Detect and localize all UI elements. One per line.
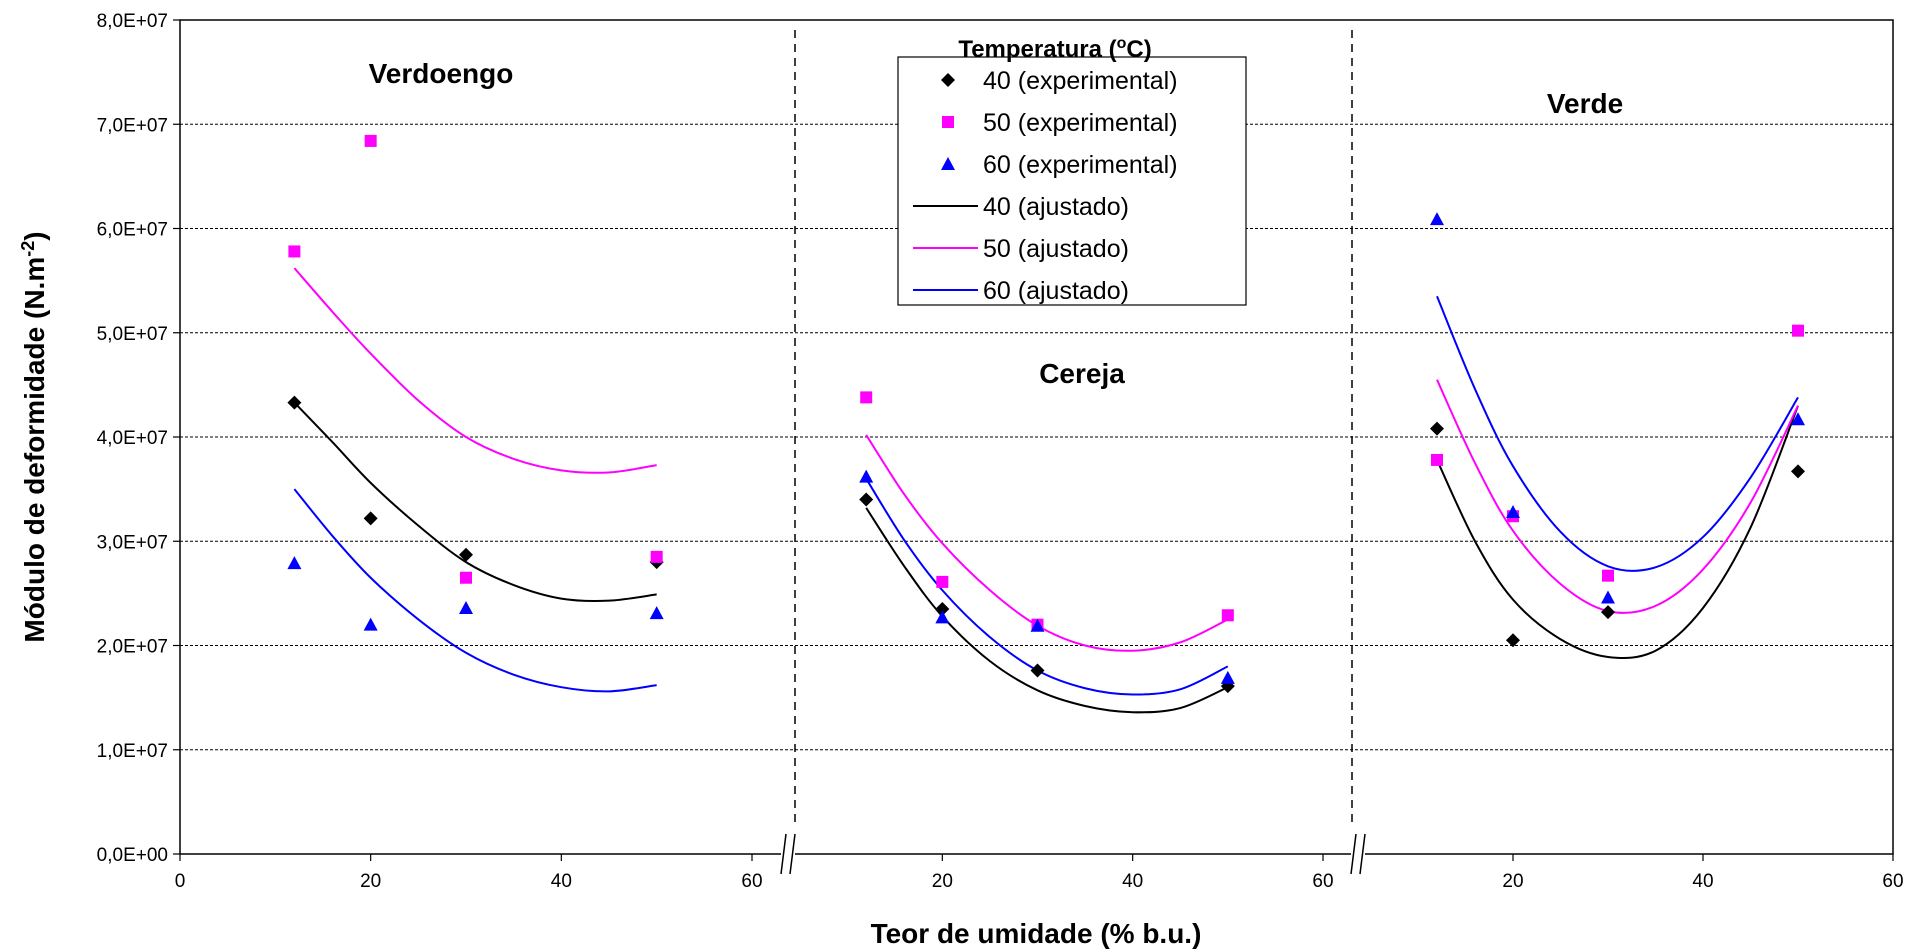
data-point-40	[459, 547, 473, 562]
data-point-40	[1030, 663, 1045, 678]
fitted-line-50	[293, 267, 657, 474]
data-point-50	[860, 391, 873, 404]
data-point-60	[1601, 590, 1615, 604]
legend-entry-label: 40 (experimental)	[983, 67, 1178, 95]
legend-entries: 40 (experimental) 50 (experimental) 60 (ex…	[913, 67, 1178, 305]
x-tick-label: 0	[175, 871, 186, 892]
data-point-50	[1431, 453, 1443, 466]
x-tick-label: 20	[932, 871, 953, 892]
fitted-line-60	[1436, 295, 1799, 572]
data-point-60	[859, 469, 874, 483]
data-point-60	[459, 600, 473, 614]
legend-entry-label: 40 (ajustado)	[983, 193, 1129, 221]
series-layer	[287, 134, 1805, 714]
y-tick-label: 2,0E+07	[97, 637, 168, 658]
y-tick-label: 1,0E+07	[97, 741, 168, 762]
data-point-40	[935, 602, 950, 617]
data-point-40	[287, 395, 302, 410]
data-point-40	[1791, 464, 1805, 479]
panel-labels: Verdoengo Cereja Verde	[369, 58, 1623, 389]
axis-break-mark	[780, 833, 796, 875]
y-tick-label: 0,0E+00	[97, 845, 168, 866]
data-point-50	[650, 550, 663, 563]
fitted-line-40	[1436, 405, 1799, 659]
fitted-line-40	[293, 401, 657, 603]
fitted-line-50	[1436, 379, 1799, 614]
legend-entry-label: 50 (experimental)	[983, 109, 1178, 137]
legend-entry-label: 50 (ajustado)	[983, 235, 1129, 263]
x-axis-title: Teor de umidade (% b.u.)	[871, 918, 1202, 949]
x-tick-label: 60	[741, 871, 762, 892]
data-point-60	[1791, 412, 1805, 426]
panel-cereja	[859, 391, 1235, 714]
data-point-40	[1601, 605, 1615, 620]
data-point-50	[1221, 609, 1234, 622]
legend-marker	[941, 73, 955, 87]
data-point-60	[1506, 505, 1520, 519]
data-point-50	[460, 571, 472, 584]
panel-separators	[780, 30, 1366, 878]
data-point-60	[1220, 670, 1235, 684]
x-tick-label: 40	[551, 871, 572, 892]
data-point-40	[1506, 633, 1520, 648]
panel-label: Verde	[1547, 88, 1623, 119]
data-point-40	[1430, 421, 1444, 436]
y-tick-label: 6,0E+07	[97, 220, 168, 241]
x-axis-ticks: 0 20 40 60 20 40 60 20 40 60	[175, 854, 1904, 892]
y-axis-title: Módulo de deformidade (N.m-2)	[18, 231, 50, 642]
data-point-50	[364, 134, 377, 147]
fitted-line-60	[293, 488, 657, 693]
legend-entry-label: 60 (experimental)	[983, 151, 1178, 179]
data-point-60	[1430, 212, 1444, 226]
y-tick-label: 3,0E+07	[97, 532, 168, 553]
data-point-60	[1030, 618, 1045, 632]
y-axis-ticks: 0,0E+00 1,0E+07 2,0E+07 3,0E+07 4,0E+07 5,0E+…	[97, 11, 180, 866]
data-point-60	[649, 606, 664, 620]
fitted-line-50	[865, 434, 1229, 652]
data-point-50	[936, 575, 949, 588]
legend-title: Temperatura (oC)	[958, 35, 1151, 63]
data-point-40	[859, 492, 874, 507]
data-point-50	[288, 245, 301, 258]
y-tick-label: 8,0E+07	[97, 11, 168, 32]
panel-label: Verdoengo	[369, 58, 514, 89]
x-tick-label: 20	[1502, 871, 1523, 892]
legend-entry-label: 60 (ajustado)	[983, 277, 1129, 305]
fitted-line-40	[865, 507, 1229, 714]
x-tick-label: 20	[360, 871, 381, 892]
y-tick-label: 7,0E+07	[97, 115, 168, 136]
data-point-60	[287, 556, 302, 570]
data-point-50	[1792, 324, 1804, 337]
x-tick-label: 60	[1312, 871, 1333, 892]
data-point-60	[363, 617, 378, 631]
legend-marker	[941, 157, 955, 170]
data-point-60	[935, 610, 950, 624]
panel-verdoengo	[287, 134, 664, 693]
x-tick-label: 60	[1882, 871, 1903, 892]
axis-break-mark	[1350, 833, 1366, 875]
panel-verde	[1430, 212, 1805, 659]
data-point-40	[363, 511, 378, 526]
legend-box	[897, 56, 1247, 306]
legend: Temperatura (oC) 40 (experimental) 50 (ex…	[897, 35, 1247, 306]
y-tick-label: 5,0E+07	[97, 324, 168, 345]
panel-label: Cereja	[1039, 358, 1125, 389]
fitted-line-60	[865, 478, 1229, 696]
data-point-50	[1602, 569, 1614, 582]
legend-marker	[942, 116, 954, 128]
x-tick-label: 40	[1692, 871, 1713, 892]
y-tick-label: 4,0E+07	[97, 428, 168, 449]
x-tick-label: 40	[1122, 871, 1143, 892]
